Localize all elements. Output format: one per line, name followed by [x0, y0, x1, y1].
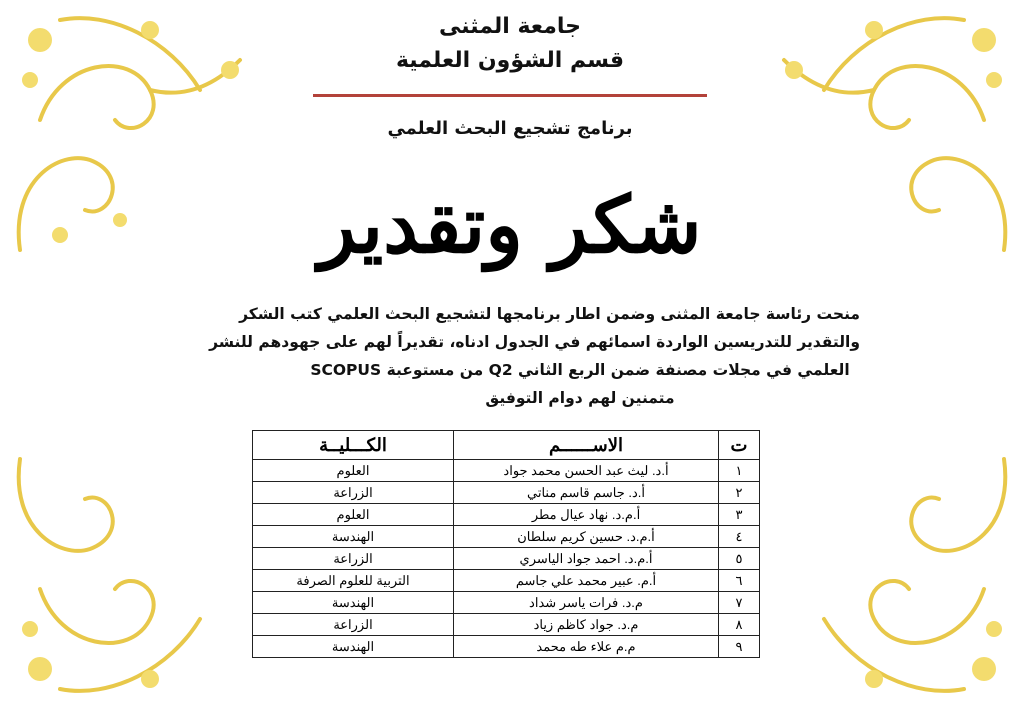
college-name: الزراعة	[252, 613, 454, 636]
row-number: ٥	[718, 547, 760, 570]
row-number: ٣	[718, 503, 760, 526]
row-number: ٧	[718, 591, 760, 614]
honoree-name: م.د. فرات ياسر شداد	[453, 591, 719, 614]
department-name: قسم الشؤون العلمية	[395, 48, 625, 73]
table-row: ٥ أ.م.د. احمد جواد الياسري الزراعة	[252, 547, 760, 570]
announcement-line: العلمي في مجلات مصنفة ضمن الربع الثاني Q…	[310, 361, 850, 379]
row-number: ٢	[718, 481, 760, 504]
honoree-name: أ.م. عبير محمد علي جاسم	[453, 569, 719, 592]
college-name: الزراعة	[252, 481, 454, 504]
row-number: ٦	[718, 569, 760, 592]
table-row: ٧ م.د. فرات ياسر شداد الهندسة	[252, 591, 760, 614]
table-header-row: ت الاســــــم الكـــليــة	[252, 430, 760, 460]
header-name: الاســــــم	[453, 430, 719, 460]
honoree-name: أ.د. جاسم قاسم مناتي	[453, 481, 719, 504]
table-row: ٩ م.م علاء طه محمد الهندسة	[252, 635, 760, 658]
college-name: العلوم	[252, 503, 454, 526]
row-number: ١	[718, 459, 760, 482]
college-name: الزراعة	[252, 547, 454, 570]
program-title: برنامج تشجيع البحث العلمي	[387, 118, 633, 139]
honoree-name: م.م علاء طه محمد	[453, 635, 719, 658]
table-row: ٦ أ.م. عبير محمد علي جاسم التربية للعلوم ا…	[252, 569, 760, 592]
table-row: ٨ م.د. جواد كاظم زياد الزراعة	[252, 613, 760, 636]
header-number: ت	[718, 430, 760, 460]
announcement-line: متمنين لهم دوام التوفيق	[485, 389, 675, 407]
row-number: ٤	[718, 525, 760, 548]
announcement-line: منحت رئاسة جامعة المثنى وضمن اطار برنامج…	[239, 305, 860, 323]
table-row: ٢ أ.د. جاسم قاسم مناتي الزراعة	[252, 481, 760, 504]
row-number: ٨	[718, 613, 760, 636]
table-row: ١ أ.د. ليث عبد الحسن محمد جواد العلوم	[252, 459, 760, 482]
university-name: جامعة المثنى	[439, 14, 581, 39]
honorees-table: ت الاســــــم الكـــليــة ١ أ.د. ليث عبد …	[252, 430, 760, 658]
college-name: التربية للعلوم الصرفة	[252, 569, 454, 592]
honoree-name: م.د. جواد كاظم زياد	[453, 613, 719, 636]
college-name: العلوم	[252, 459, 454, 482]
announcement-text: منحت رئاسة جامعة المثنى وضمن اطار برنامج…	[209, 300, 860, 412]
table-row: ٣ أ.م.د. نهاد عيال مطر العلوم	[252, 503, 760, 526]
header-divider	[313, 94, 707, 97]
header-college: الكـــليــة	[252, 430, 454, 460]
floral-ornament-top-right	[782, 16, 1008, 252]
floral-ornament-bottom-right	[822, 457, 1008, 693]
honoree-name: أ.م.د. نهاد عيال مطر	[453, 503, 719, 526]
honoree-name: أ.د. ليث عبد الحسن محمد جواد	[453, 459, 719, 482]
college-name: الهندسة	[252, 591, 454, 614]
announcement-line: والتقدير للتدريسين الواردة اسمائهم في ال…	[209, 333, 860, 351]
honoree-name: أ.م.د. احمد جواد الياسري	[453, 547, 719, 570]
college-name: الهندسة	[252, 525, 454, 548]
honoree-name: أ.م.د. حسين كريم سلطان	[453, 525, 719, 548]
college-name: الهندسة	[252, 635, 454, 658]
floral-ornament-top-left	[16, 16, 242, 252]
calligraphy-title: شكر وتقدير	[318, 180, 702, 271]
row-number: ٩	[718, 635, 760, 658]
table-row: ٤ أ.م.د. حسين كريم سلطان الهندسة	[252, 525, 760, 548]
floral-ornament-bottom-left	[16, 457, 202, 693]
